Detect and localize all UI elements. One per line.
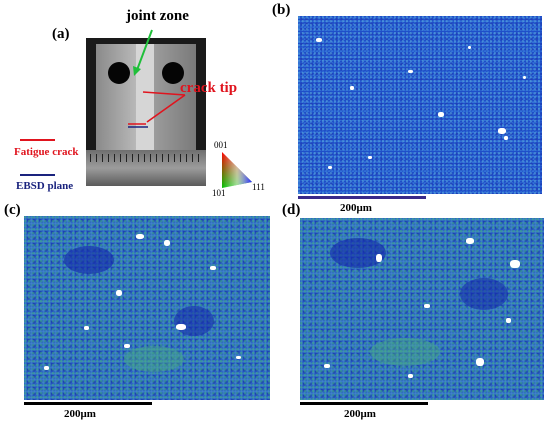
hole-right	[162, 62, 184, 84]
particle	[116, 290, 122, 296]
ebsd-map-b	[298, 16, 542, 194]
particle	[504, 136, 508, 140]
panel-a-label: (a)	[52, 26, 70, 42]
grain-cluster	[370, 338, 440, 366]
particle	[438, 112, 444, 117]
scale-label-c: 200μm	[64, 408, 96, 420]
particle	[408, 70, 413, 73]
scale-bar-c	[24, 402, 152, 405]
particle	[136, 234, 144, 239]
hole-left	[108, 62, 130, 84]
particle	[506, 318, 511, 323]
ipf-label-101: 101	[212, 188, 226, 198]
grain-cluster	[460, 278, 508, 310]
particle	[468, 46, 471, 49]
specimen-photo	[86, 38, 206, 186]
particle	[523, 76, 526, 79]
particle	[236, 356, 241, 359]
particle	[84, 326, 89, 330]
grain-cluster	[174, 306, 214, 336]
particle	[324, 364, 330, 368]
ipf-triangle-overlay	[222, 152, 252, 188]
particle	[476, 358, 484, 366]
particle	[316, 38, 322, 42]
particle	[176, 324, 186, 330]
joint-zone-label: joint zone	[126, 8, 189, 24]
particle	[408, 374, 413, 378]
scale-label-b: 200μm	[340, 202, 372, 214]
ipf-triangle	[222, 152, 252, 188]
scale-bar-d	[300, 402, 428, 405]
joint-zone-stripe	[136, 44, 154, 150]
particle	[44, 366, 49, 370]
particle	[124, 344, 130, 348]
particle	[424, 304, 430, 308]
particle	[376, 254, 382, 262]
grain-cluster	[124, 346, 184, 372]
grain-cluster	[64, 246, 114, 274]
particle	[210, 266, 216, 270]
ebsd-map-c	[24, 216, 270, 400]
legend-fatigue-crack-label: Fatigue crack	[14, 146, 79, 158]
crack-tip-label: crack tip	[180, 80, 238, 96]
panel-b-label: (b)	[272, 2, 291, 18]
grain-cluster	[330, 238, 386, 268]
particle	[164, 240, 170, 246]
ipf-label-111: 111	[252, 182, 265, 192]
ruler-ticks	[90, 154, 202, 162]
particle	[498, 128, 506, 134]
particle	[328, 166, 332, 169]
legend-ebsd-plane-label: EBSD plane	[16, 180, 74, 192]
panel-d-label: (d)	[282, 202, 301, 218]
ipf-label-001: 001	[214, 140, 228, 150]
particle	[350, 86, 354, 90]
panel-c-label: (c)	[4, 202, 21, 218]
particle	[510, 260, 520, 268]
ebsd-map-d	[300, 218, 544, 400]
scale-label-d: 200μm	[344, 408, 376, 420]
particle	[368, 156, 372, 159]
particle	[466, 238, 474, 244]
scale-bar-b	[298, 196, 426, 199]
